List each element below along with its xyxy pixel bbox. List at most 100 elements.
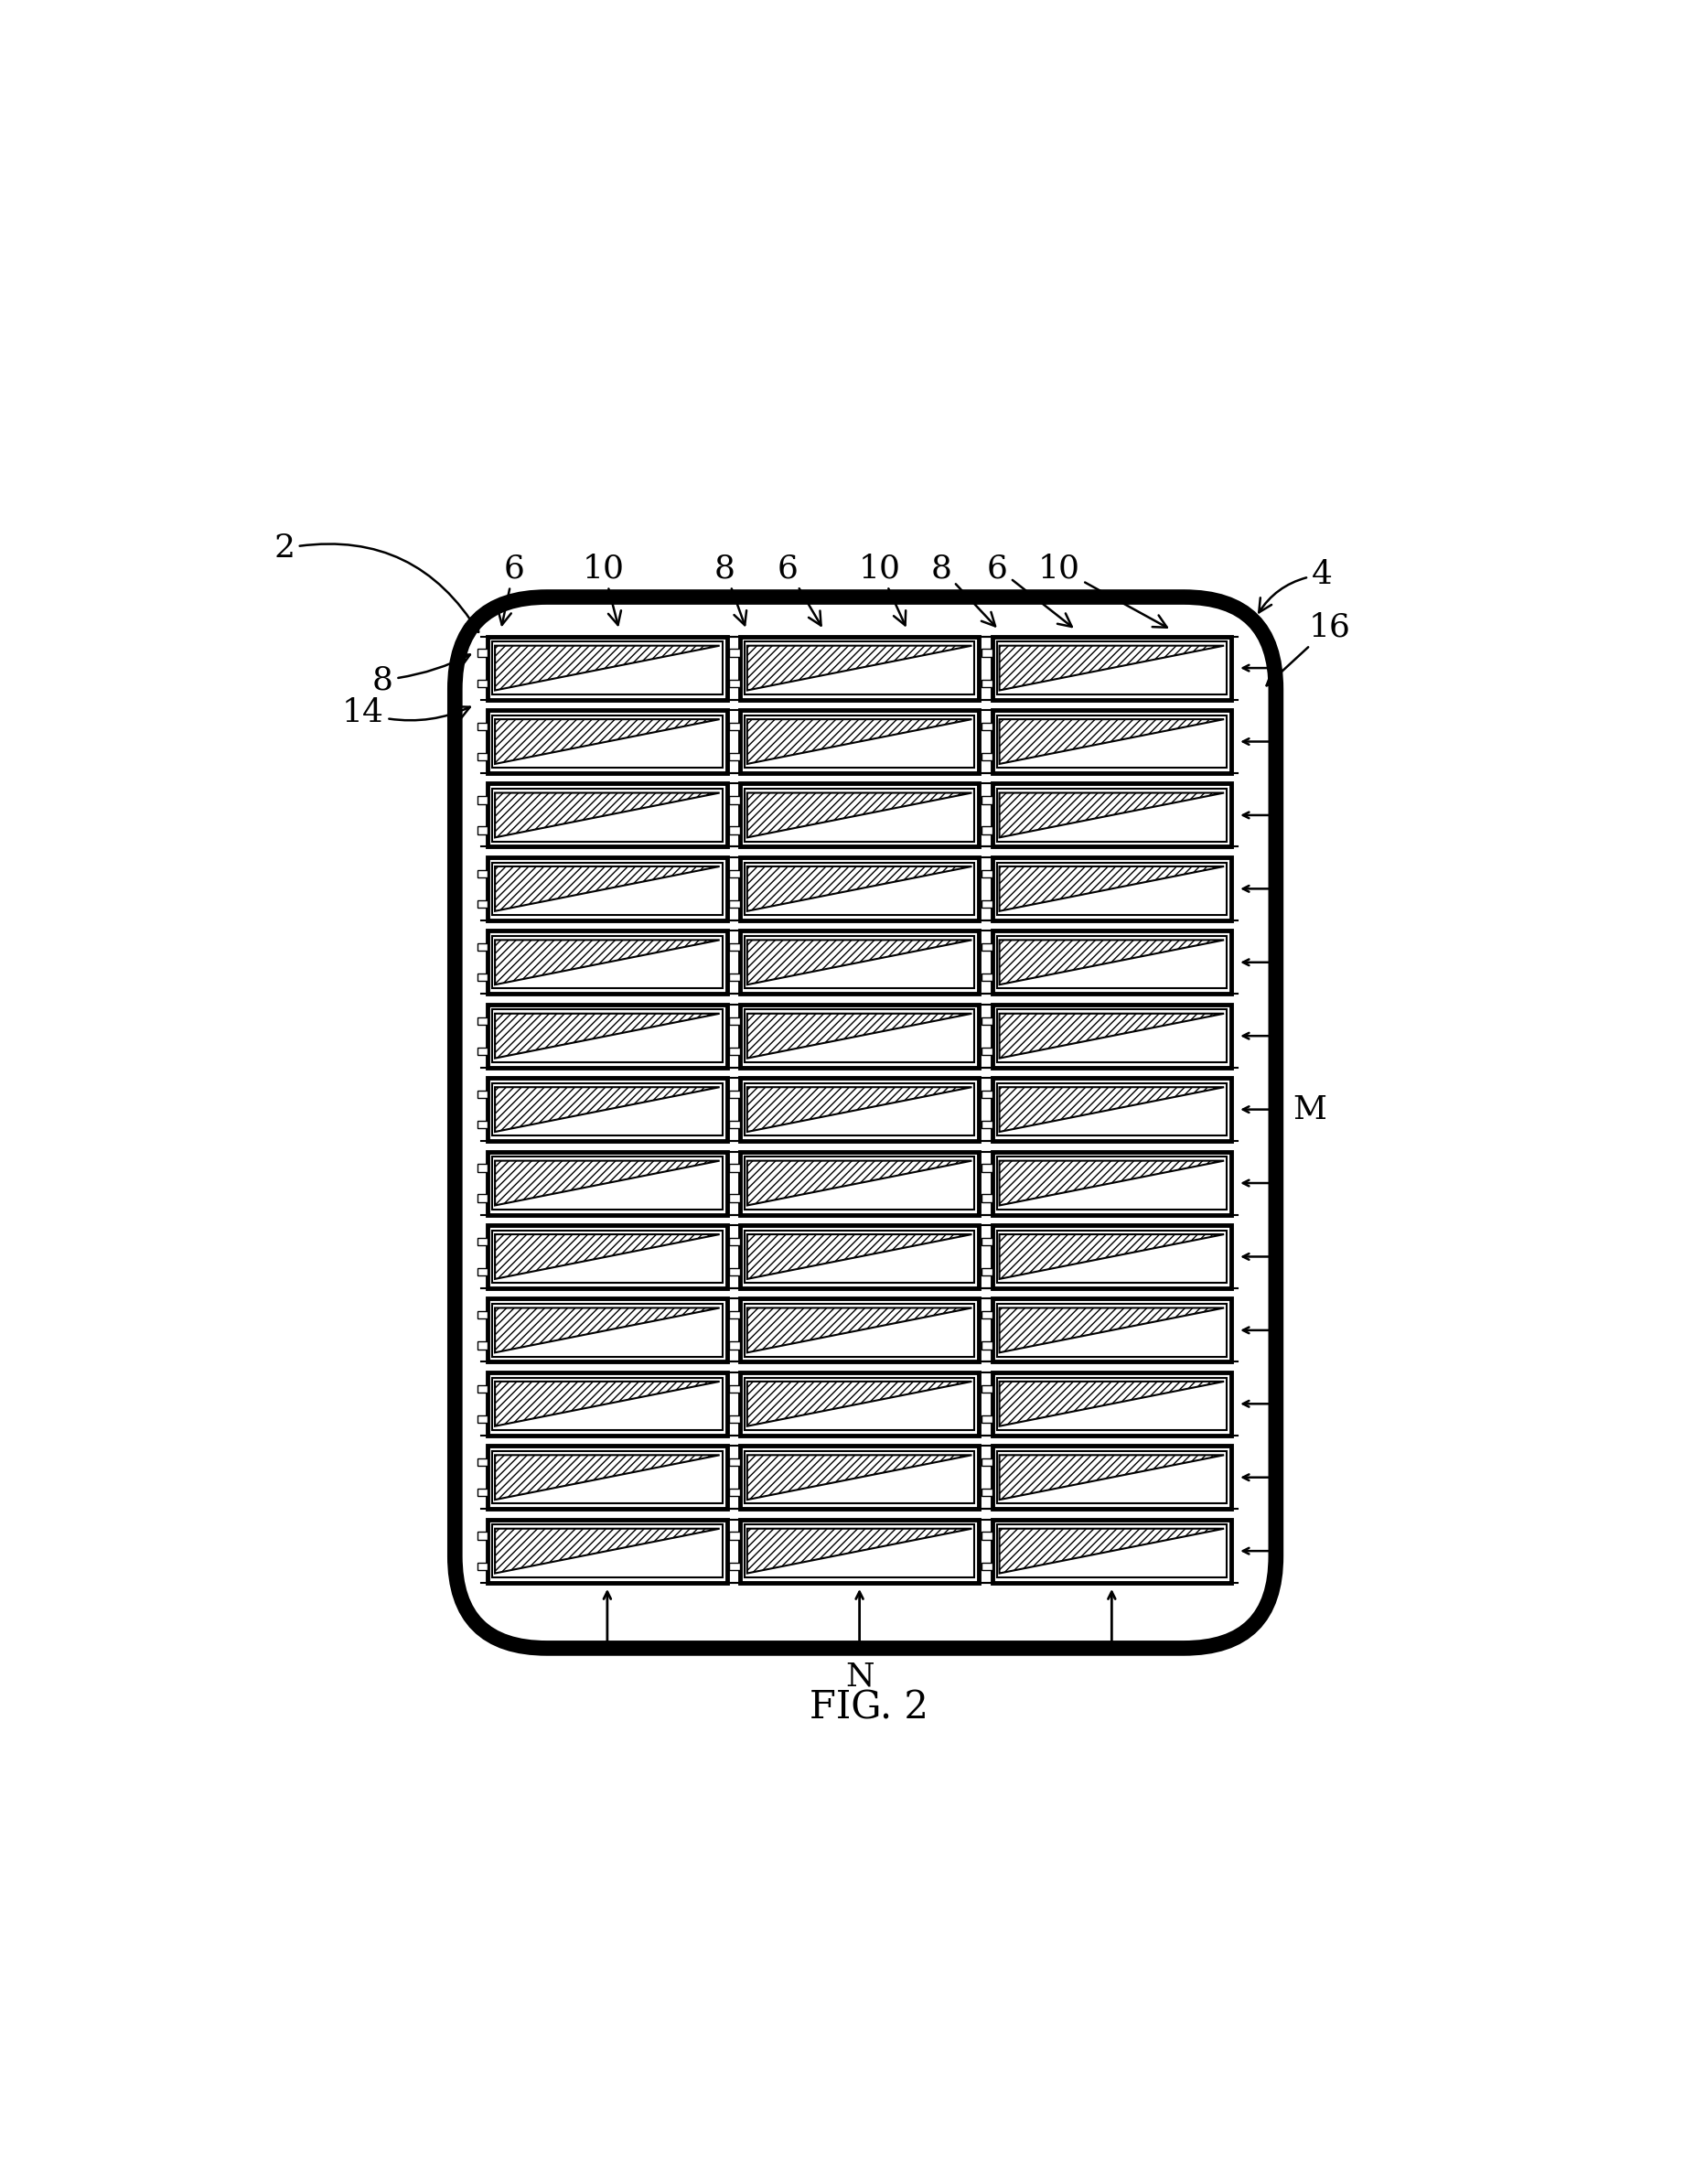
FancyBboxPatch shape — [981, 1164, 992, 1173]
FancyBboxPatch shape — [729, 649, 741, 657]
FancyBboxPatch shape — [744, 1009, 975, 1061]
FancyBboxPatch shape — [992, 636, 1231, 699]
FancyBboxPatch shape — [478, 679, 488, 688]
FancyBboxPatch shape — [741, 636, 980, 699]
FancyBboxPatch shape — [992, 1225, 1231, 1289]
Text: 4: 4 — [1259, 559, 1332, 612]
FancyBboxPatch shape — [981, 943, 992, 950]
FancyBboxPatch shape — [741, 1079, 980, 1140]
FancyBboxPatch shape — [478, 943, 488, 950]
FancyBboxPatch shape — [997, 1524, 1227, 1577]
Text: 6: 6 — [498, 553, 524, 625]
FancyBboxPatch shape — [488, 1005, 727, 1068]
FancyBboxPatch shape — [981, 753, 992, 760]
FancyBboxPatch shape — [478, 1310, 488, 1319]
FancyBboxPatch shape — [492, 642, 722, 695]
FancyBboxPatch shape — [478, 974, 488, 981]
FancyBboxPatch shape — [741, 1446, 980, 1509]
FancyBboxPatch shape — [492, 937, 722, 989]
FancyBboxPatch shape — [741, 1372, 980, 1435]
FancyBboxPatch shape — [997, 642, 1227, 695]
FancyBboxPatch shape — [997, 1009, 1227, 1061]
Polygon shape — [1000, 939, 1224, 985]
FancyBboxPatch shape — [488, 1446, 727, 1509]
Polygon shape — [495, 1308, 720, 1352]
FancyBboxPatch shape — [478, 1090, 488, 1099]
FancyBboxPatch shape — [981, 1238, 992, 1245]
FancyBboxPatch shape — [992, 1520, 1231, 1583]
FancyBboxPatch shape — [744, 1378, 975, 1431]
FancyBboxPatch shape — [981, 1562, 992, 1570]
Polygon shape — [747, 1234, 971, 1280]
FancyBboxPatch shape — [744, 788, 975, 841]
Polygon shape — [495, 1382, 720, 1426]
FancyBboxPatch shape — [981, 649, 992, 657]
Text: 10: 10 — [858, 553, 905, 625]
FancyBboxPatch shape — [492, 1450, 722, 1503]
FancyBboxPatch shape — [478, 1018, 488, 1024]
FancyBboxPatch shape — [478, 1531, 488, 1540]
FancyBboxPatch shape — [729, 1269, 741, 1275]
Text: 14: 14 — [342, 697, 470, 727]
Polygon shape — [495, 1088, 720, 1131]
FancyBboxPatch shape — [729, 1120, 741, 1129]
FancyBboxPatch shape — [997, 1304, 1227, 1356]
FancyBboxPatch shape — [478, 1415, 488, 1422]
FancyBboxPatch shape — [729, 943, 741, 950]
FancyBboxPatch shape — [729, 1385, 741, 1393]
FancyBboxPatch shape — [478, 1238, 488, 1245]
Polygon shape — [1000, 793, 1224, 836]
FancyBboxPatch shape — [492, 1009, 722, 1061]
FancyBboxPatch shape — [478, 1489, 488, 1496]
FancyBboxPatch shape — [729, 753, 741, 760]
FancyBboxPatch shape — [478, 869, 488, 878]
FancyBboxPatch shape — [992, 1446, 1231, 1509]
FancyBboxPatch shape — [992, 1005, 1231, 1068]
FancyBboxPatch shape — [478, 649, 488, 657]
FancyBboxPatch shape — [981, 797, 992, 804]
Polygon shape — [747, 1088, 971, 1131]
FancyBboxPatch shape — [729, 869, 741, 878]
Polygon shape — [1000, 867, 1224, 911]
FancyBboxPatch shape — [729, 826, 741, 834]
Text: 8: 8 — [931, 553, 995, 627]
FancyBboxPatch shape — [478, 1385, 488, 1393]
FancyBboxPatch shape — [997, 1083, 1227, 1136]
FancyBboxPatch shape — [729, 974, 741, 981]
Polygon shape — [1000, 1308, 1224, 1352]
Polygon shape — [1000, 719, 1224, 764]
FancyBboxPatch shape — [981, 1310, 992, 1319]
FancyBboxPatch shape — [744, 1083, 975, 1136]
Polygon shape — [495, 646, 720, 690]
Polygon shape — [1000, 1013, 1224, 1059]
FancyBboxPatch shape — [741, 1299, 980, 1363]
FancyBboxPatch shape — [492, 1158, 722, 1210]
FancyBboxPatch shape — [981, 826, 992, 834]
FancyBboxPatch shape — [488, 636, 727, 699]
FancyBboxPatch shape — [478, 1562, 488, 1570]
FancyBboxPatch shape — [981, 1385, 992, 1393]
FancyBboxPatch shape — [729, 797, 741, 804]
FancyBboxPatch shape — [741, 710, 980, 773]
FancyBboxPatch shape — [992, 1299, 1231, 1363]
FancyBboxPatch shape — [992, 930, 1231, 994]
FancyBboxPatch shape — [741, 784, 980, 847]
FancyBboxPatch shape — [997, 1450, 1227, 1503]
Polygon shape — [747, 867, 971, 911]
Polygon shape — [747, 1013, 971, 1059]
FancyBboxPatch shape — [992, 856, 1231, 919]
FancyBboxPatch shape — [981, 1489, 992, 1496]
Text: 16: 16 — [1266, 612, 1351, 686]
FancyBboxPatch shape — [981, 1415, 992, 1422]
FancyBboxPatch shape — [729, 1415, 741, 1422]
Text: 10: 10 — [583, 553, 624, 625]
FancyBboxPatch shape — [478, 1120, 488, 1129]
Polygon shape — [1000, 1160, 1224, 1206]
FancyBboxPatch shape — [488, 1225, 727, 1289]
FancyBboxPatch shape — [981, 679, 992, 688]
FancyBboxPatch shape — [744, 1450, 975, 1503]
FancyBboxPatch shape — [729, 1048, 741, 1055]
FancyBboxPatch shape — [981, 1459, 992, 1465]
FancyBboxPatch shape — [992, 710, 1231, 773]
Polygon shape — [1000, 1088, 1224, 1131]
